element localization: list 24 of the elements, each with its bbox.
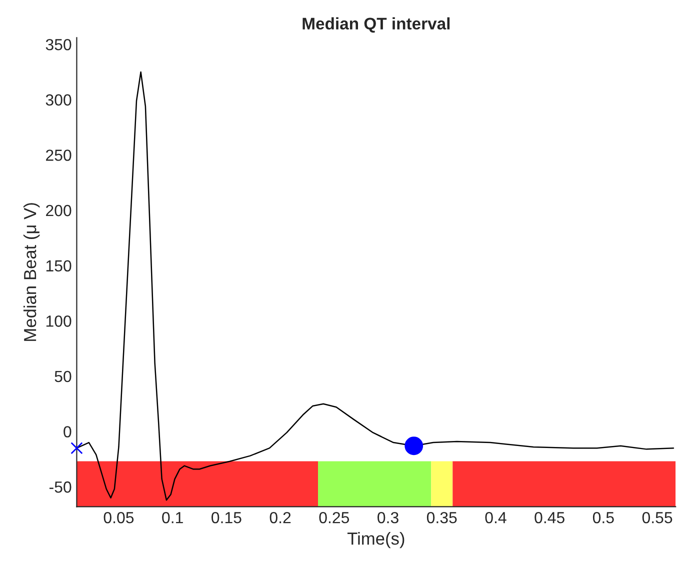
x-tick-label: 0.25 (319, 512, 350, 524)
x-tick-label: 0.1 (162, 512, 183, 524)
x-tick-label: 0.3 (378, 512, 398, 524)
y-tick-label: 250 (46, 150, 72, 161)
x-tick-label: 0.15 (212, 512, 242, 524)
chart-title: Median QT interval (302, 17, 450, 33)
y-axis-title: Median Beat (μ V) (23, 203, 40, 341)
x-tick-label: 0.35 (426, 512, 457, 524)
x-tick-label: 0.55 (642, 512, 672, 524)
y-tick-label: 150 (46, 260, 72, 272)
y-tick-label: 300 (46, 94, 72, 106)
y-tick-label: 200 (46, 204, 72, 216)
x-tick-label: 0.4 (485, 512, 506, 524)
x-tick-label: 0.45 (534, 512, 564, 524)
y-tick-label: 50 (54, 370, 72, 382)
y-tick-label: 0 (64, 426, 72, 438)
y-tick-label: 350 (46, 38, 72, 50)
line-series (76, 71, 674, 501)
x-tick-label: 0.5 (592, 512, 614, 524)
y-tick-label: 100 (46, 316, 72, 327)
x-tick-label: 0.2 (270, 512, 291, 524)
x-axis-title: Time(s) (347, 532, 404, 548)
x-tick-label: 0.05 (104, 512, 134, 524)
y-tick-label: -50 (49, 481, 72, 493)
